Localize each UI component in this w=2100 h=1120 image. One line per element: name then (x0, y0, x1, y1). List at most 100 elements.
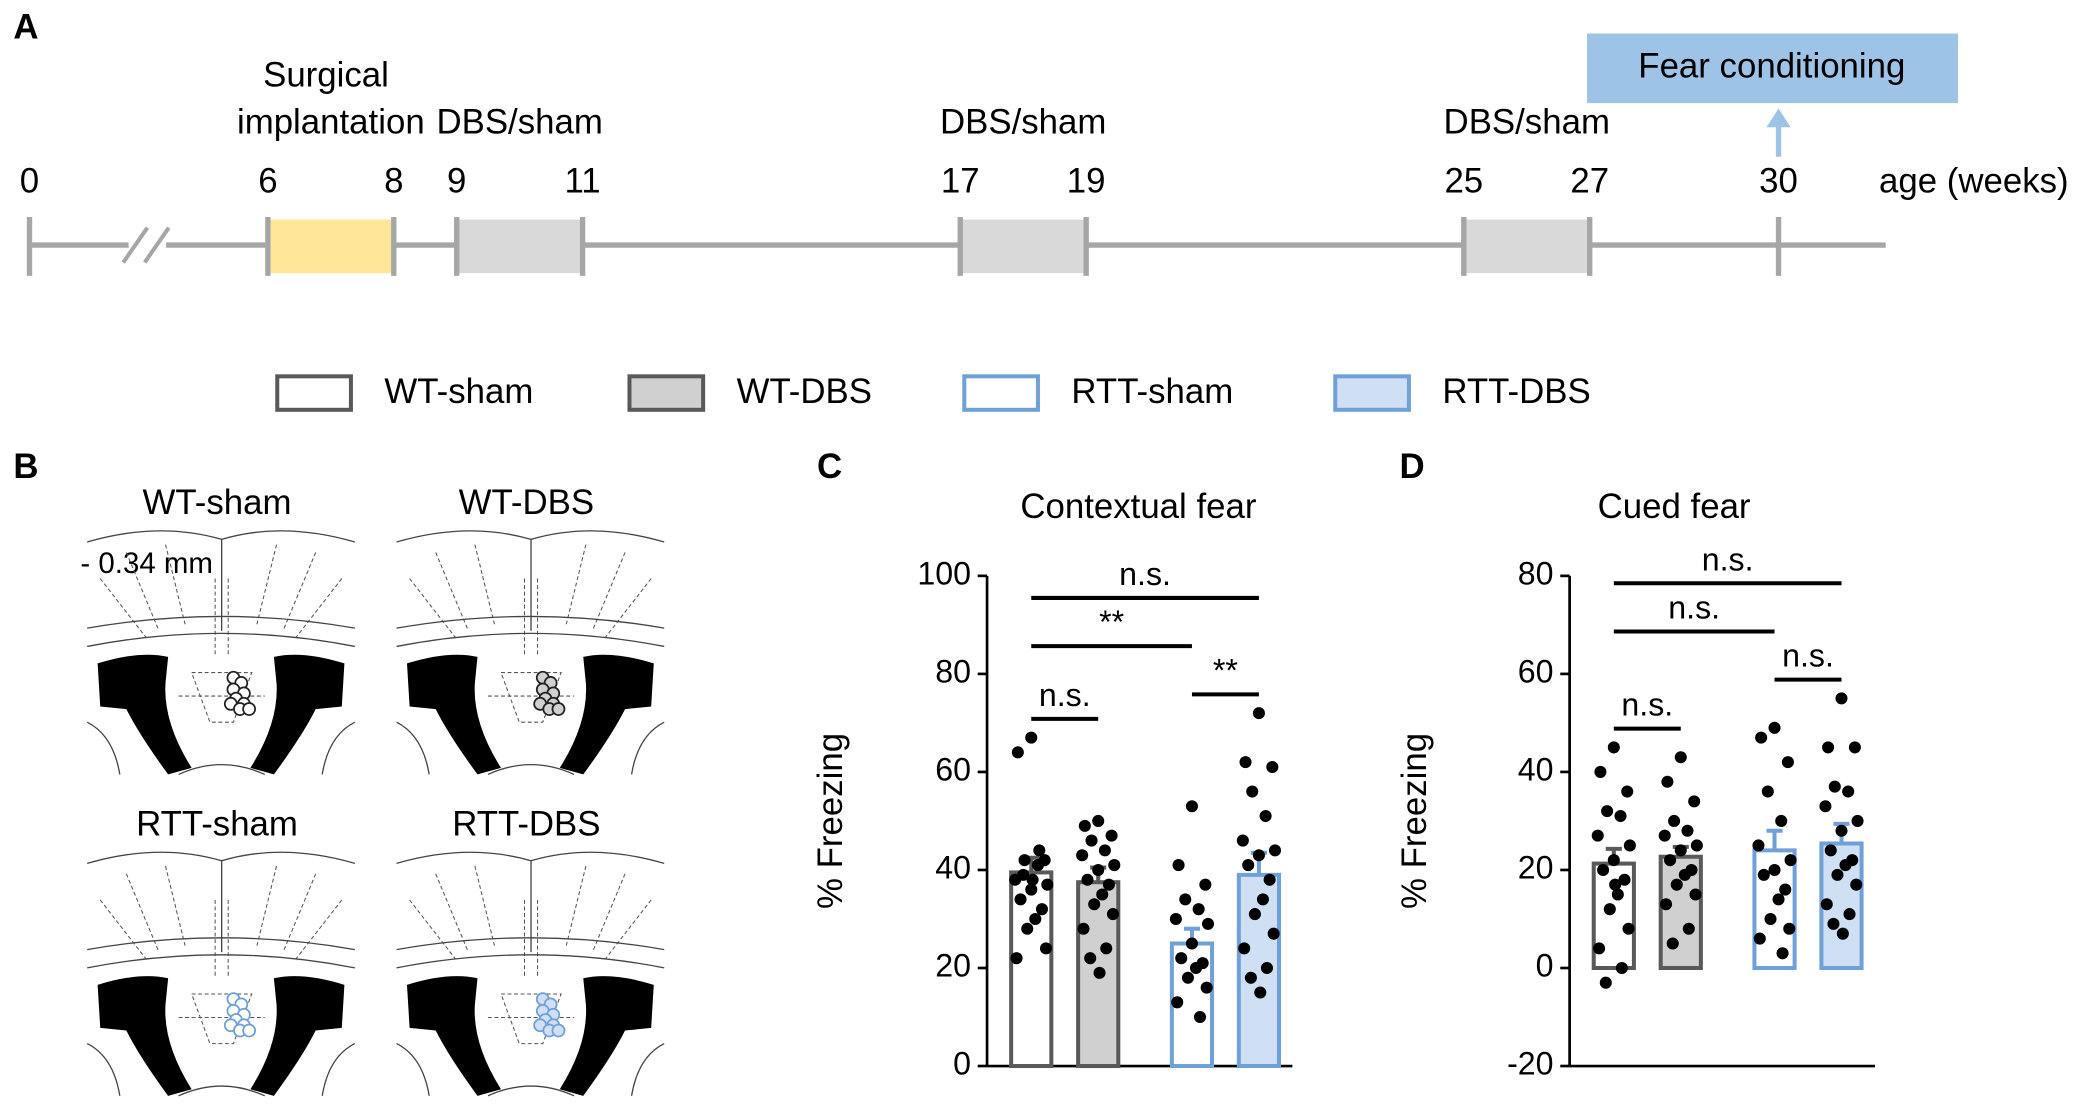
data-point (1839, 859, 1852, 872)
data-point (1246, 785, 1259, 798)
data-point (1768, 721, 1781, 734)
data-point (1025, 731, 1038, 744)
data-point (1819, 800, 1832, 813)
data-point (1092, 863, 1105, 876)
coordinate-label: - 0.34 mm (80, 547, 213, 580)
data-point (1784, 854, 1797, 867)
data-point (1179, 893, 1192, 906)
timeline-tick-label: 6 (258, 162, 277, 201)
data-point (1828, 780, 1841, 793)
data-point (1772, 893, 1785, 906)
electrode-site (242, 1023, 257, 1038)
y-tick-label: -20 (1507, 1046, 1553, 1082)
legend-label: WT-sham (384, 372, 533, 411)
timeline-tick-label: 11 (565, 162, 601, 201)
legend-label: WT-DBS (737, 372, 872, 411)
data-point (1248, 908, 1261, 921)
data-point (1597, 863, 1610, 876)
data-point (1820, 898, 1833, 911)
data-point (1776, 947, 1789, 960)
electrode-site (242, 702, 257, 716)
comparison-label: n.s. (1702, 541, 1754, 577)
y-tick-label: 0 (1536, 947, 1554, 983)
data-point (1014, 893, 1027, 906)
data-point (1189, 961, 1203, 975)
timeline-tick-label: 25 (1444, 162, 1483, 201)
data-point (1622, 922, 1635, 935)
y-axis-label: % Freezing (1395, 733, 1434, 909)
data-point (1185, 800, 1198, 813)
data-point (1035, 903, 1048, 916)
axis-break (143, 226, 171, 264)
event-arrowhead (1766, 108, 1791, 128)
data-point (1260, 961, 1273, 975)
timeline-tick-label: 0 (20, 162, 39, 201)
data-point (1824, 844, 1837, 857)
y-tick-label: 60 (1518, 653, 1554, 689)
y-tick-label: 100 (917, 555, 971, 591)
y-axis-label: % Freezing (811, 733, 850, 909)
comparison-label: n.s. (1039, 677, 1091, 713)
data-point (1674, 844, 1687, 857)
data-point (1092, 814, 1105, 827)
data-point (1033, 844, 1046, 857)
timeline-tick-label: 9 (447, 162, 466, 201)
data-point (1100, 942, 1113, 955)
panel-label: B (13, 447, 38, 486)
data-point (1689, 888, 1702, 901)
data-point (1200, 981, 1213, 994)
period-block (267, 219, 394, 274)
data-point (1078, 819, 1091, 832)
data-point (1775, 814, 1788, 827)
data-point (1252, 707, 1265, 720)
data-point (1081, 873, 1094, 886)
data-point (1779, 883, 1792, 896)
data-point (1102, 878, 1115, 891)
placement-title: WT-DBS (459, 483, 594, 522)
data-point (1017, 868, 1030, 881)
period-label: DBS/sham (1444, 103, 1610, 142)
data-point (1764, 912, 1777, 926)
data-point (1181, 971, 1194, 984)
comparison-label: ** (1099, 604, 1124, 640)
data-point (1010, 952, 1023, 965)
data-point (1268, 844, 1282, 857)
data-point (1831, 868, 1844, 881)
chart-title: Contextual fear (1020, 487, 1256, 526)
data-point (1263, 873, 1276, 886)
data-point (1594, 765, 1607, 778)
data-point (1108, 859, 1121, 872)
electrode-site (551, 1023, 566, 1038)
panel-label: D (1400, 447, 1425, 486)
data-point (1843, 908, 1856, 921)
y-tick-label: 80 (935, 653, 971, 689)
data-point (1011, 746, 1024, 759)
data-point (1192, 903, 1205, 916)
data-point (1681, 824, 1694, 837)
comparison-label: n.s. (1621, 687, 1673, 723)
data-point (1105, 829, 1118, 842)
data-point (1607, 741, 1620, 754)
data-point (1029, 912, 1042, 926)
data-point (1835, 824, 1848, 837)
legend-swatch (962, 374, 1040, 412)
timeline-axis-label: age (weeks) (1879, 162, 2069, 201)
period-label: DBS/sham (436, 103, 602, 142)
legend-swatch (1333, 374, 1411, 412)
electrode-site (551, 702, 566, 716)
data-point (1783, 922, 1796, 935)
data-point (1175, 952, 1188, 965)
axis-break (121, 226, 150, 264)
placement-title: RTT-DBS (452, 805, 600, 844)
data-point (1850, 878, 1863, 891)
y-tick-label: 40 (935, 849, 971, 885)
data-point (1658, 829, 1671, 842)
legend-swatch (627, 374, 706, 412)
period-label: Surgical implantation (237, 56, 425, 142)
data-point (1252, 849, 1265, 862)
timeline-tick-label: 19 (1067, 162, 1106, 201)
data-point (1185, 937, 1198, 950)
y-tick-label: 40 (1518, 751, 1554, 787)
period-block (456, 219, 583, 274)
